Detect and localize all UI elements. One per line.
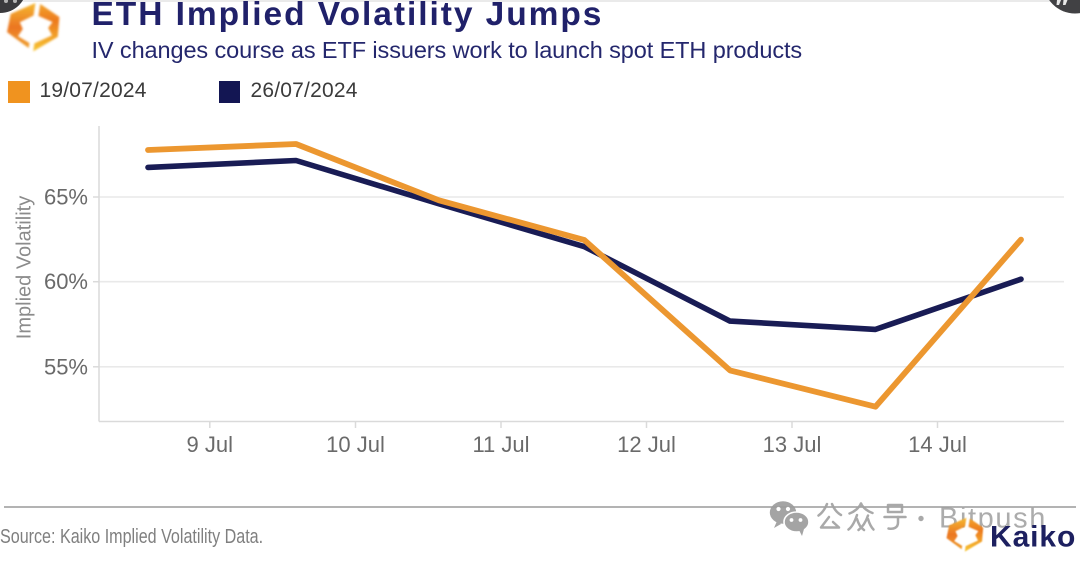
svg-text:11 Jul: 11 Jul [472, 432, 529, 457]
svg-text:Implied Volatility: Implied Volatility [14, 196, 36, 339]
svg-text:10 Jul: 10 Jul [326, 432, 385, 457]
svg-text:13 Jul: 13 Jul [763, 432, 822, 457]
svg-text:Kaiko: Kaiko [990, 520, 1076, 553]
svg-text:9 Jul: 9 Jul [187, 432, 233, 457]
svg-text:12 Jul: 12 Jul [617, 432, 676, 457]
svg-text:55%: 55% [44, 354, 88, 379]
svg-text:14 Jul: 14 Jul [908, 432, 967, 457]
svg-text:60%: 60% [44, 269, 88, 294]
svg-text:65%: 65% [44, 185, 88, 210]
